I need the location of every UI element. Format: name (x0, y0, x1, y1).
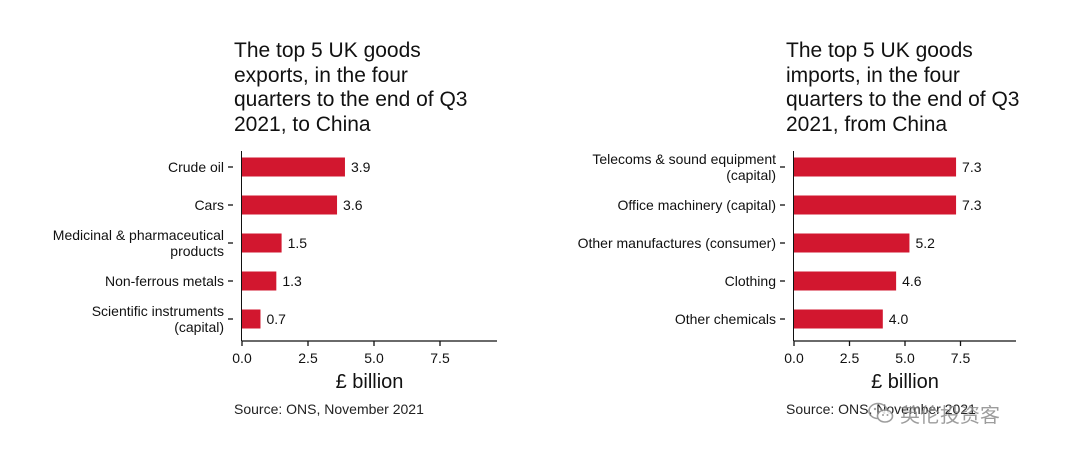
imports-bar-chart: Telecoms & sound equipment (capital) 7.3 Of… (578, 151, 1016, 393)
x-tick-label: 0.0 (232, 350, 252, 366)
category-label: Other manufactures (consumer) (578, 235, 776, 251)
x-tick-label: 2.5 (840, 350, 860, 366)
bar-value-label: 0.7 (266, 311, 286, 327)
x-axis-title: £ billion (336, 371, 404, 393)
x-axis-title: £ billion (871, 371, 939, 393)
category-label: Medicinal & pharmaceutical products (53, 227, 224, 259)
bar (242, 309, 261, 329)
imports-chart-title: The top 5 UK goods imports, in the four … (786, 39, 1020, 136)
bar (242, 233, 282, 253)
bar-value-label: 7.3 (962, 159, 982, 175)
bar-value-label: 1.5 (288, 235, 308, 251)
exports-chart-panel: The top 5 UK goods exports, in the four … (53, 39, 497, 417)
category-label: Telecoms & sound equipment (capital) (592, 151, 776, 183)
bar-value-label: 1.3 (282, 273, 302, 289)
bar (794, 195, 957, 215)
bar (794, 271, 897, 291)
imports-chart-panel: The top 5 UK goods imports, in the four … (540, 0, 1080, 461)
bar (794, 157, 957, 177)
bar-value-label: 7.3 (962, 197, 982, 213)
bar-value-label: 4.6 (902, 273, 922, 289)
category-label: Crude oil (168, 159, 224, 175)
category-label: Clothing (725, 273, 776, 289)
category-label: Cars (194, 197, 224, 213)
bar-value-label: 5.2 (915, 235, 935, 251)
exports-chart-title: The top 5 UK goods exports, in the four … (234, 39, 468, 136)
watermark-text: 英伦投资客 (900, 402, 1000, 427)
bar (794, 309, 883, 329)
bar (242, 157, 345, 177)
category-label: Non-ferrous metals (105, 273, 224, 289)
exports-bar-chart: Crude oil 3.9 Cars 3.6 Medicinal & pharmaceu… (53, 151, 497, 393)
category-label: Office machinery (capital) (618, 197, 776, 213)
bar-value-label: 3.6 (343, 197, 363, 213)
bar (242, 271, 277, 291)
wechat-logo-icon (868, 402, 894, 423)
x-tick-label: 2.5 (298, 350, 318, 366)
bar-value-label: 4.0 (889, 311, 909, 327)
bar-value-label: 3.9 (351, 159, 371, 175)
x-tick-label: 7.5 (951, 350, 971, 366)
bar (242, 195, 338, 215)
exports-source-note: Source: ONS, November 2021 (234, 401, 424, 417)
category-label: Other chemicals (675, 311, 776, 327)
x-tick-label: 5.0 (364, 350, 384, 366)
watermark: 英伦投资客 (868, 398, 1000, 428)
x-tick-label: 7.5 (430, 350, 450, 366)
x-tick-label: 5.0 (895, 350, 915, 366)
x-tick-label: 0.0 (784, 350, 804, 366)
bar (794, 233, 910, 253)
category-label: Scientific instruments (capital) (92, 303, 224, 335)
